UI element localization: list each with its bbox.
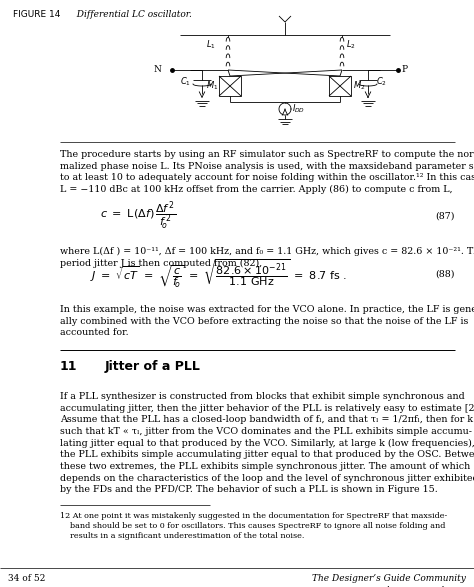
Text: 34 of 52: 34 of 52 (8, 574, 46, 583)
Text: $M_2$: $M_2$ (353, 80, 365, 92)
Text: FIGURE 14: FIGURE 14 (13, 10, 60, 19)
Bar (219, 76, 241, 96)
Text: If a PLL synthesizer is constructed from blocks that exhibit simple synchronous : If a PLL synthesizer is constructed from… (60, 392, 474, 494)
Text: $L_2$: $L_2$ (346, 39, 356, 51)
Text: Jitter of a PLL: Jitter of a PLL (105, 360, 201, 373)
Text: N: N (154, 66, 162, 75)
Text: $c\ =\ \mathrm{L}(\Delta f)\,\dfrac{\Delta f^{\,2}}{f_{\!o}^{\,2}}$: $c\ =\ \mathrm{L}(\Delta f)\,\dfrac{\Del… (100, 200, 176, 232)
Text: $M_1$: $M_1$ (206, 80, 219, 92)
Text: $L_1$: $L_1$ (206, 39, 216, 51)
Text: $I_{DD}$: $I_{DD}$ (292, 103, 305, 115)
Text: where L(Δf ) = 10⁻¹¹, Δf = 100 kHz, and f₀ = 1.1 GHz, which gives c = 82.6 × 10⁻: where L(Δf ) = 10⁻¹¹, Δf = 100 kHz, and … (60, 247, 474, 268)
Bar (329, 76, 351, 96)
Text: (88): (88) (435, 269, 455, 278)
Text: $C_2$: $C_2$ (376, 76, 387, 88)
Text: 12 At one point it was mistakenly suggested in the documentation for SpectreRF t: 12 At one point it was mistakenly sugges… (60, 512, 447, 540)
Text: $J\ =\ \sqrt{cT}\ =\ \sqrt{\dfrac{c}{f_{\!o}}}\ =\ \sqrt{\dfrac{82.6\times10^{-2: $J\ =\ \sqrt{cT}\ =\ \sqrt{\dfrac{c}{f_{… (90, 258, 347, 291)
Text: www.designers-guide.org: www.designers-guide.org (364, 586, 466, 587)
Text: The Designer’s Guide Community: The Designer’s Guide Community (312, 574, 466, 583)
Text: P: P (401, 66, 407, 75)
Text: $C_1$: $C_1$ (180, 76, 191, 88)
Text: Differential LC oscillator.: Differential LC oscillator. (71, 10, 192, 19)
Text: In this example, the noise was extracted for the VCO alone. In practice, the LF : In this example, the noise was extracted… (60, 305, 474, 338)
Text: (87): (87) (435, 211, 455, 221)
Text: The procedure starts by using an RF simulator such as SpectreRF to compute the n: The procedure starts by using an RF simu… (60, 150, 474, 194)
Text: 11: 11 (60, 360, 78, 373)
